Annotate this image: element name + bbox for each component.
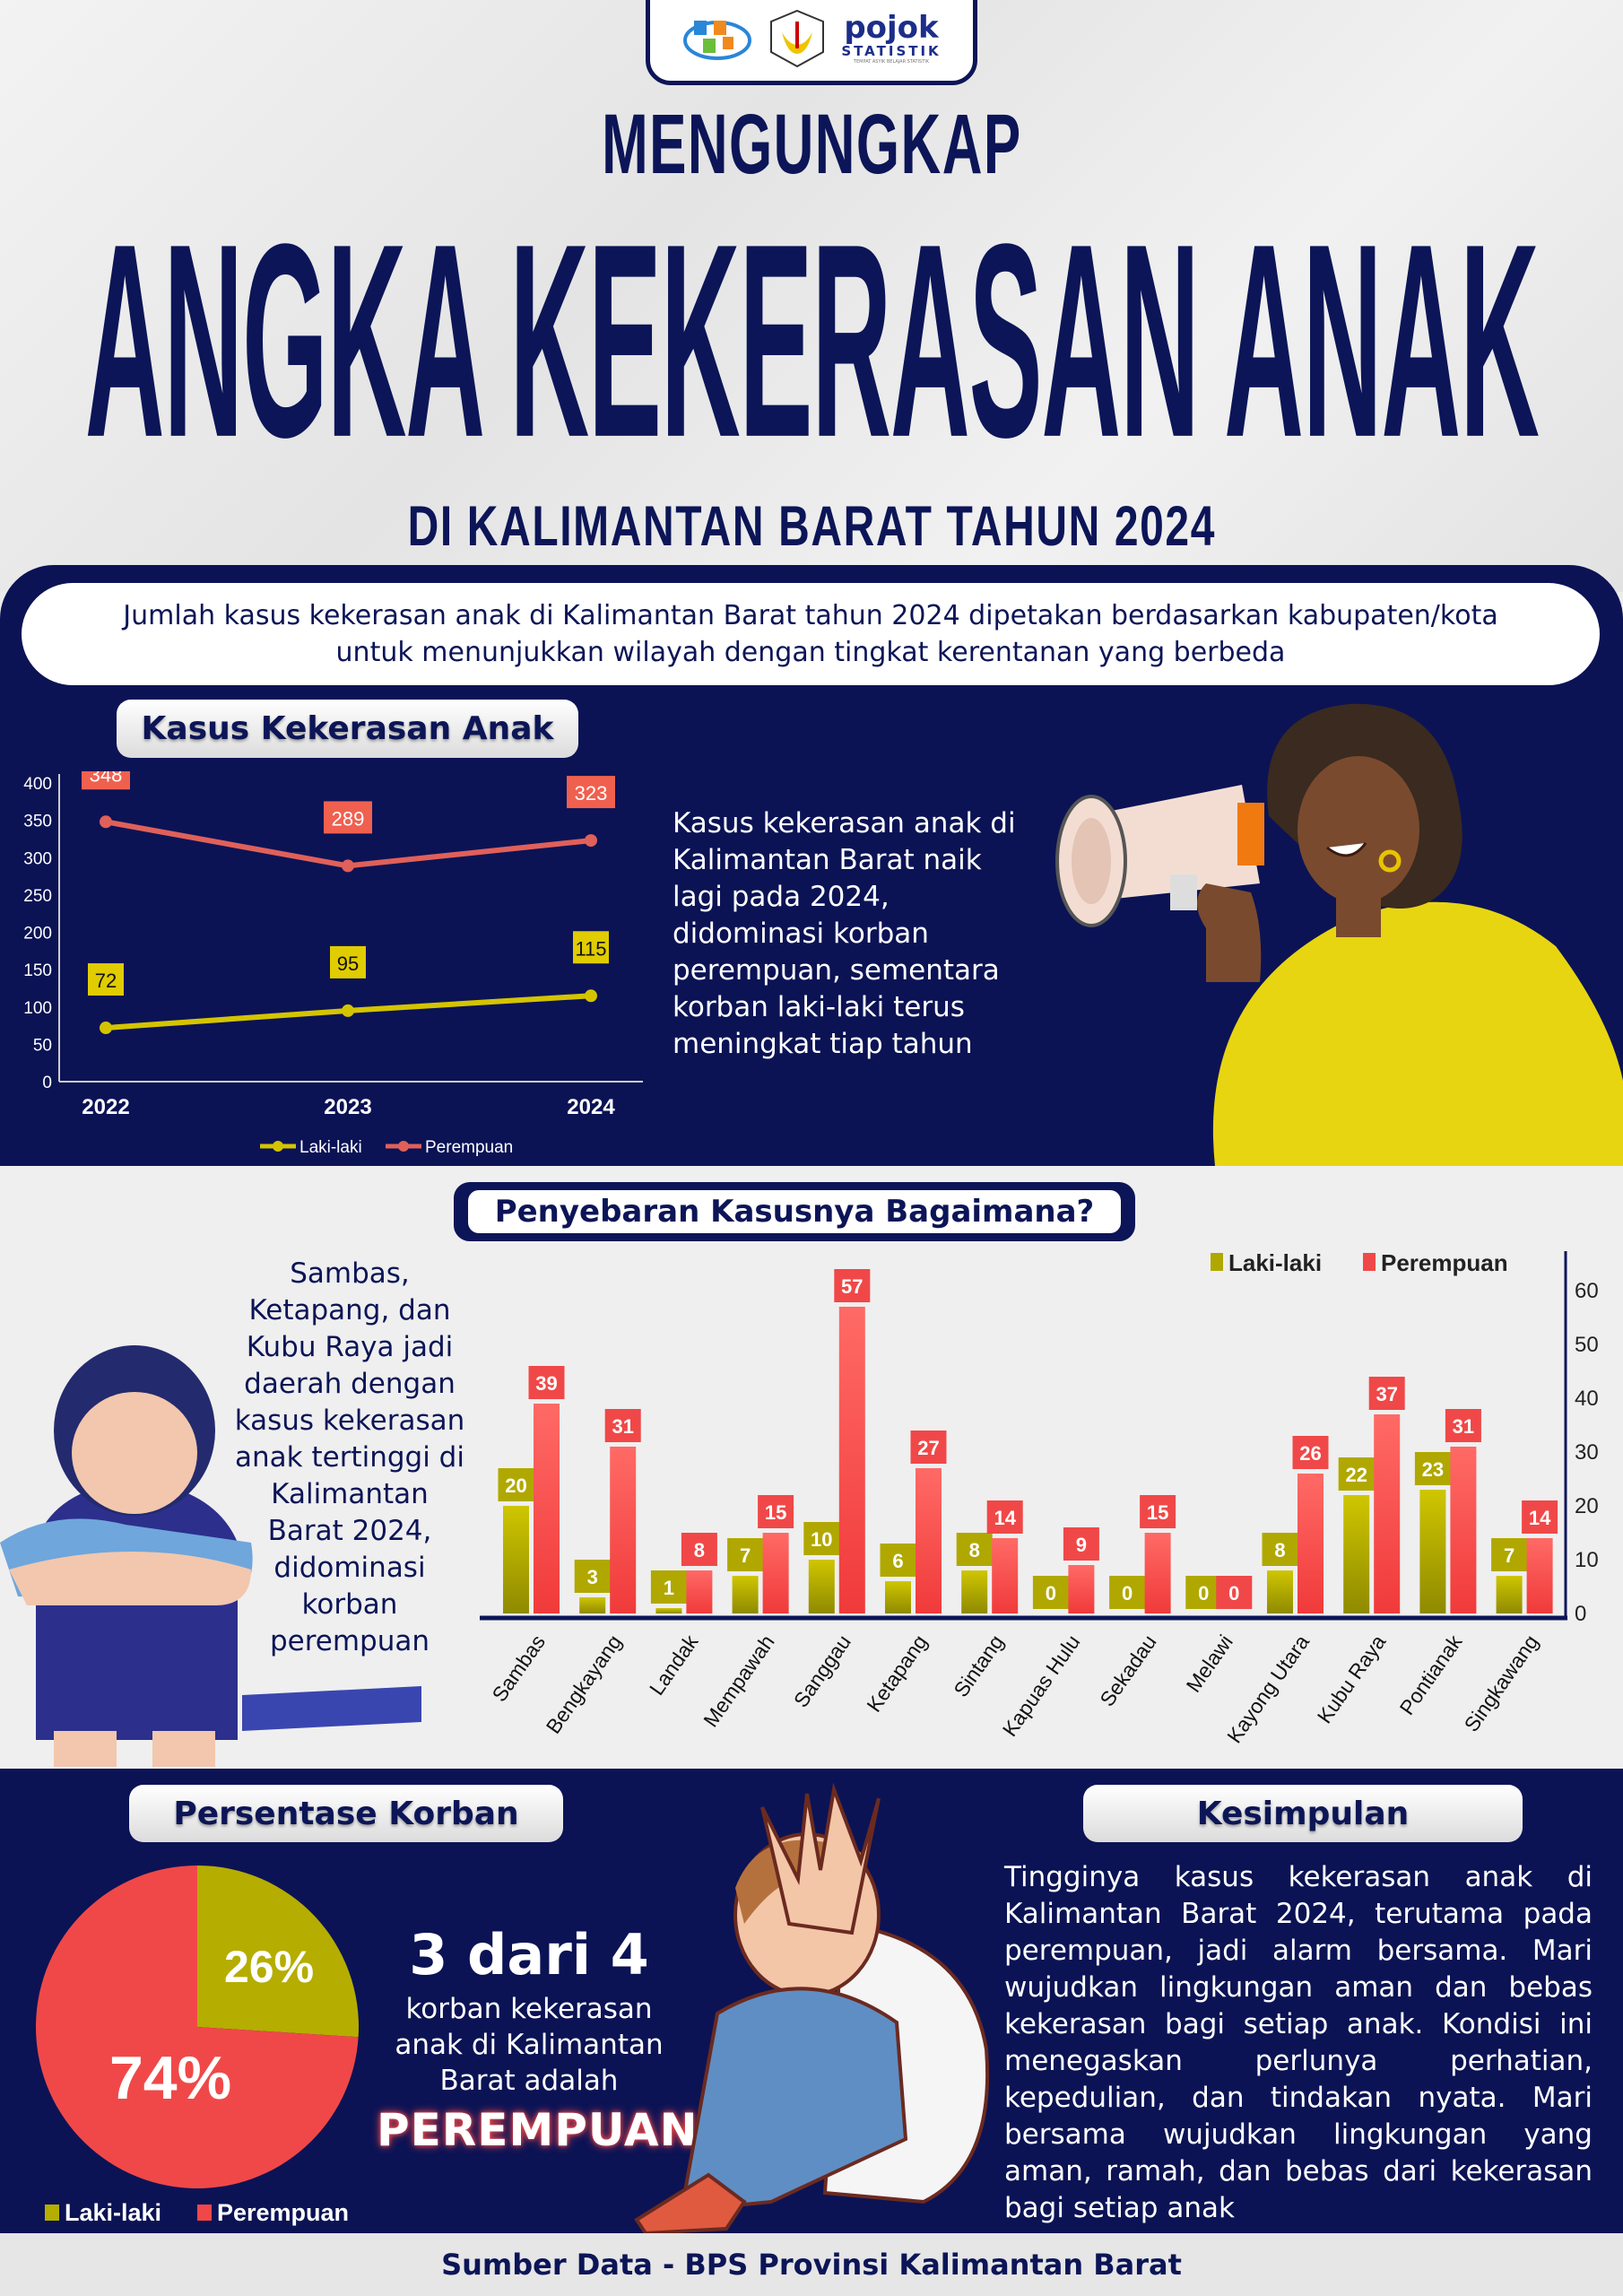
woman-megaphone-illustration [1055,703,1623,1166]
text-line: korban [301,1588,398,1621]
text-line: didominasi korban [673,918,929,950]
sad-boy-illustration [0,1345,421,1767]
data-label: 348 [90,771,123,786]
text-line: meningkat tiap tahun [673,1028,973,1060]
data-label: 115 [575,937,606,960]
legend-label: Laki-laki [299,1138,362,1157]
line-chart: 0 50 100 150 200 250 300 350 400 2022 2023 2024 72 95… [23,771,643,1157]
data-label: 72 [95,970,117,992]
y-tick-label: 0 [42,1074,52,1092]
y-tick-label: 400 [23,775,52,794]
stat-big: 3 dari 4 [409,1922,649,1987]
data-label: 95 [337,952,359,975]
text-line: Barat adalah [439,2065,619,2097]
logo-bar: pojok STATISTIK TEMPAT ASYIK BELAJAR STA… [646,0,977,85]
pie-slice-laki-laki [197,1866,359,2038]
y-tick-label: 150 [23,961,52,980]
untan-seal-icon [770,9,825,67]
conclusion-text: Tingginya kasus kekerasan anak di Kalima… [1004,1861,1593,2224]
data-point [342,859,354,873]
stat-sub: korban kekerasan anak di Kalimantan Barat … [377,1991,681,2099]
intro-banner: Jumlah kasus kekerasan anak di Kalimanta… [22,583,1600,685]
text-line: Kalimantan [271,1478,429,1510]
intro-line1: Jumlah kasus kekerasan anak di Kalimanta… [123,600,1498,631]
legend-swatch [197,2205,212,2221]
page-title: ANGKA KEKERASAN ANAK [84,186,1540,495]
x-tick-label: 2024 [567,1095,615,1119]
text-line: Kasus kekerasan anak di [673,807,1016,839]
data-label-box [324,801,372,834]
data-label: 323 [575,782,608,804]
data-label-box [82,771,130,790]
scared-child-illustration [634,1782,990,2233]
y-tick-label: 250 [23,887,52,906]
data-label-box [330,945,366,978]
text-line: anak di Kalimantan [395,2029,664,2061]
text-line: didominasi [273,1552,426,1584]
bps-logo-icon [683,20,752,60]
legend-label: Perempuan [217,2199,349,2226]
section-heading-kesimpulan: Kesimpulan [1083,1785,1523,1842]
slice-label: 26% [224,1942,314,1992]
data-point [585,834,597,848]
statistik-text: STATISTIK [841,42,942,59]
text-line: daerah dengan [244,1368,456,1400]
stat-highlight: PEREMPUAN [377,2104,699,2156]
text-line: Barat 2024, [267,1515,432,1547]
text-line: anak tertinggi di [235,1441,464,1474]
legend-swatch [45,2205,59,2221]
text-line: Sambas, [290,1257,410,1290]
section-heading-persentase: Persentase Korban [129,1785,563,1842]
text-line: kasus kekerasan [234,1405,465,1437]
text-line: lagi pada 2024, [673,881,890,913]
data-label-box [567,776,615,809]
y-tick-label: 300 [23,849,52,868]
text-line: korban kekerasan [405,1993,653,2025]
y-tick-label: 200 [23,925,52,944]
pojok-text: pojok [844,9,939,46]
data-point [100,1022,112,1035]
intro-line2: untuk menunjukkan wilayah dengan tingkat… [335,637,1286,668]
y-tick-label: 50 [33,1036,52,1055]
data-point [342,1004,354,1017]
header [0,0,1623,592]
pojok-tagline: TEMPAT ASYIK BELAJAR STATISTIK [853,58,930,65]
data-label-box [88,963,124,996]
text-line: Kubu Raya jadi [246,1331,454,1363]
data-point [100,815,112,829]
legend-marker [398,1141,409,1152]
slice-label: 74% [109,2044,231,2112]
title-line3: DI KALIMANTAN BARAT TAHUN 2024 [407,494,1216,558]
pie-slice-perempuan [35,1866,359,2188]
x-tick-label: 2023 [324,1095,371,1119]
y-tick-label: 100 [23,999,52,1018]
data-point [585,989,597,1003]
legend-label: Laki-laki [65,2199,161,2226]
legend-label: Perempuan [425,1138,513,1157]
section-heading-kasus: Kasus Kekerasan Anak [117,700,578,758]
text-line: Ketapang, dan [248,1294,451,1326]
y-tick-label: 350 [23,813,52,831]
legend-marker [273,1141,283,1152]
text-line: Kalimantan Barat naik [673,844,982,876]
text-line: perempuan, sementara [673,954,1000,987]
data-label-box [573,931,609,964]
section-heading-penyebaran: Penyebaran Kasusnya Bagaimana? [454,1182,1135,1241]
text-line: perempuan [269,1625,430,1657]
data-label: 289 [332,807,365,830]
footer-source: Sumber Data - BPS Provinsi Kalimantan Ba… [0,2233,1623,2296]
stat-callout: 3 dari 4 korban kekerasan anak di Kaliman… [377,1919,699,2161]
pie-chart: 26% 74% Laki-laki Perempuan [35,1866,359,2226]
trend-description: Kasus kekerasan anak di Kalimantan Barat … [673,805,1049,1063]
x-tick-label: 2022 [82,1095,129,1119]
pojok-statistik-logo: pojok STATISTIK TEMPAT ASYIK BELAJAR STA… [841,13,941,65]
distribution-description: Sambas, Ketapang, dan Kubu Raya jadi daerah… [215,1256,484,1660]
title-line1: MENGUNGKAP [601,97,1022,192]
text-line: korban laki-laki terus [673,991,965,1023]
